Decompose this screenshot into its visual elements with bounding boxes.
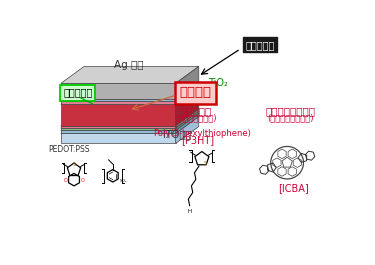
Polygon shape [61, 83, 176, 99]
Text: (π共役ポリマー): (π共役ポリマー) [175, 113, 216, 122]
Polygon shape [61, 117, 199, 134]
Text: 正孔輸送層: 正孔輸送層 [63, 88, 93, 98]
Text: S: S [203, 161, 206, 166]
Polygon shape [61, 87, 199, 104]
Polygon shape [61, 130, 176, 134]
Polygon shape [61, 84, 199, 101]
Text: ITO電極: ITO電極 [163, 129, 191, 139]
Polygon shape [176, 84, 199, 104]
Polygon shape [61, 109, 199, 126]
Polygon shape [61, 134, 176, 143]
Text: 電子ドナー: 電子ドナー [180, 106, 211, 116]
Polygon shape [61, 101, 176, 104]
Text: 電子アクセプター: 電子アクセプター [266, 106, 316, 116]
Polygon shape [176, 109, 199, 128]
Text: TiO₂: TiO₂ [208, 78, 228, 89]
Polygon shape [61, 111, 199, 128]
Text: H: H [188, 209, 192, 214]
Polygon shape [61, 104, 176, 126]
Text: SO₃: SO₃ [120, 179, 127, 183]
Text: [P3HT]: [P3HT] [182, 135, 214, 145]
Text: PEDOT:PSS: PEDOT:PSS [48, 145, 89, 154]
Text: 電子輸送層: 電子輸送層 [245, 40, 274, 50]
Polygon shape [61, 67, 199, 83]
Text: [ICBA]: [ICBA] [278, 183, 309, 193]
Polygon shape [176, 87, 199, 126]
Text: 光活性層: 光活性層 [180, 86, 212, 99]
Polygon shape [176, 82, 199, 101]
Polygon shape [176, 67, 199, 99]
Polygon shape [61, 82, 199, 99]
Text: Poly(3-hexylthiophene): Poly(3-hexylthiophene) [153, 129, 251, 138]
Text: O: O [81, 178, 84, 183]
Polygon shape [176, 113, 199, 134]
Polygon shape [61, 99, 176, 101]
Text: Ag 電極: Ag 電極 [114, 60, 143, 70]
Polygon shape [61, 128, 176, 130]
Polygon shape [176, 117, 199, 143]
Text: O: O [64, 178, 68, 183]
Text: (フラーレン誘導体): (フラーレン誘導体) [268, 113, 314, 122]
Polygon shape [61, 126, 176, 128]
Text: S: S [72, 162, 75, 166]
Polygon shape [61, 113, 199, 130]
Polygon shape [176, 111, 199, 130]
